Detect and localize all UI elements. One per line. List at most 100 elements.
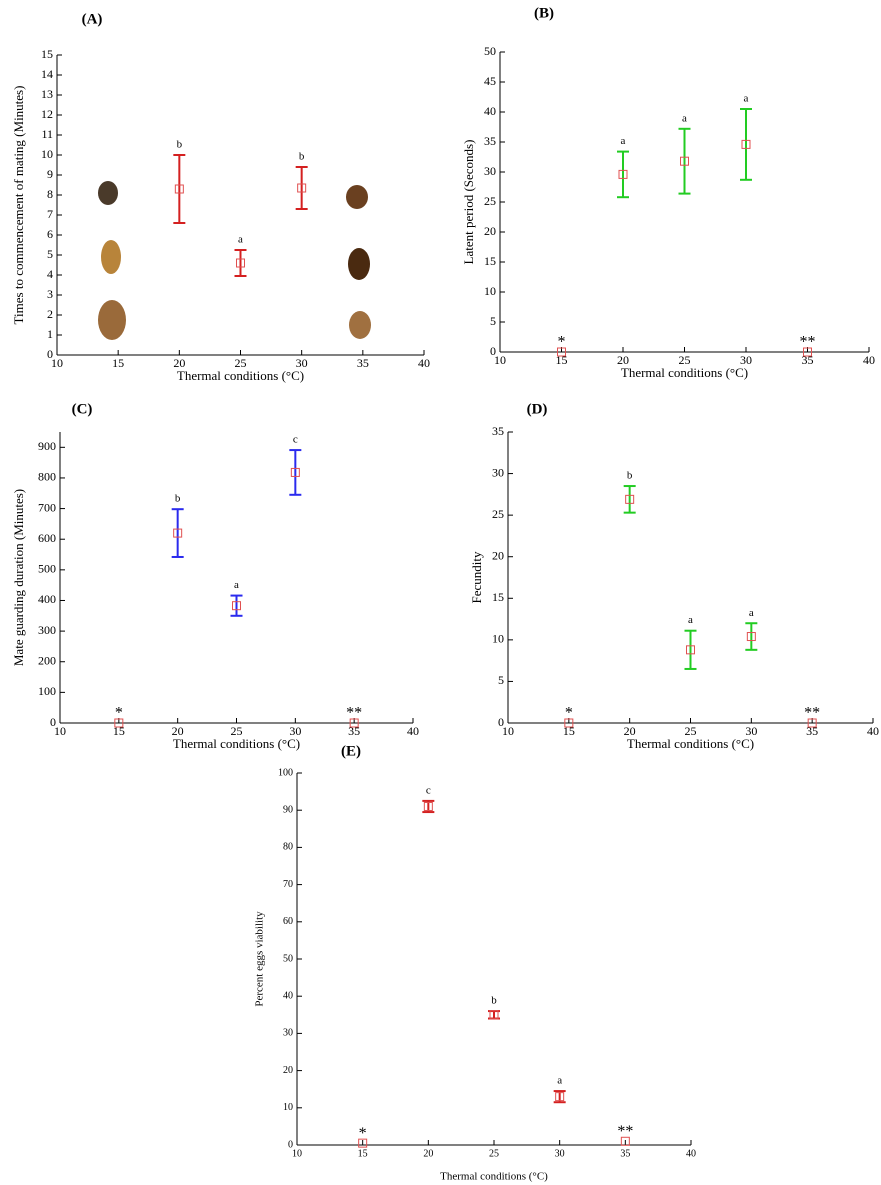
error-bar	[740, 108, 752, 181]
annotation: a	[238, 234, 243, 246]
annotation: a	[557, 1075, 562, 1087]
marker	[297, 183, 307, 193]
x-tick-label: 20	[617, 353, 629, 367]
marker	[358, 1138, 368, 1148]
error-bar	[173, 154, 186, 224]
y-axis-label: Latent period (Seconds)	[461, 140, 476, 265]
y-tick-label: 14	[41, 67, 53, 81]
y-tick-label: 0	[288, 1139, 293, 1150]
annotation: **	[804, 705, 820, 722]
x-tick-label: 40	[686, 1148, 696, 1159]
x-tick-label: 10	[494, 353, 506, 367]
annotation: a	[744, 93, 749, 105]
chart-title: (C)	[72, 401, 93, 417]
y-tick-label: 100	[38, 684, 56, 698]
marker	[489, 1010, 499, 1020]
x-tick-label: 15	[358, 1148, 368, 1159]
marker	[555, 1092, 565, 1102]
y-axis-label: Percent eggs viability	[254, 911, 266, 1007]
marker	[807, 718, 817, 728]
y-tick-label: 2	[47, 307, 53, 321]
y-tick-label: 9	[47, 167, 53, 181]
error-bar	[684, 629, 697, 670]
y-tick-label: 30	[492, 465, 504, 479]
y-tick-label: 400	[38, 592, 56, 606]
y-tick-label: 7	[47, 207, 53, 221]
annotation: c	[293, 434, 298, 446]
x-axis-label: Thermal conditions (°C)	[627, 736, 754, 751]
y-tick-label: 500	[38, 562, 56, 576]
x-tick-label: 35	[357, 356, 369, 370]
x-tick-label: 40	[418, 356, 430, 370]
annotation: *	[565, 705, 573, 722]
marker	[746, 632, 756, 642]
y-tick-label: 80	[283, 842, 293, 853]
y-tick-label: 60	[283, 916, 293, 927]
annotation: b	[627, 470, 633, 482]
y-tick-label: 10	[492, 632, 504, 646]
y-tick-label: 40	[484, 104, 496, 118]
marker	[618, 169, 628, 179]
y-tick-label: 10	[283, 1102, 293, 1113]
y-tick-label: 10	[41, 147, 53, 161]
error-bar	[623, 485, 636, 514]
x-tick-label: 20	[172, 724, 184, 738]
marker	[686, 645, 695, 655]
x-tick-label: 10	[54, 724, 66, 738]
annotation: a	[682, 112, 687, 124]
annotation: b	[491, 995, 497, 1007]
annotation: **	[800, 334, 816, 351]
y-tick-label: 50	[484, 44, 496, 58]
y-tick-label: 4	[47, 267, 53, 281]
annotation: *	[359, 1125, 367, 1142]
marker	[174, 184, 184, 194]
y-tick-label: 0	[50, 715, 56, 729]
marker	[423, 801, 433, 811]
x-tick-label: 10	[502, 724, 514, 738]
y-tick-label: 15	[492, 590, 504, 604]
x-tick-label: 30	[745, 724, 757, 738]
annotation: **	[617, 1123, 633, 1140]
y-tick-label: 20	[484, 224, 496, 238]
marker	[803, 347, 812, 357]
y-tick-label: 15	[484, 254, 496, 268]
marker	[232, 601, 241, 611]
x-tick-label: 40	[407, 724, 419, 738]
y-tick-label: 13	[41, 87, 53, 101]
y-tick-label: 15	[41, 47, 53, 61]
x-tick-label: 25	[679, 353, 691, 367]
x-tick-label: 40	[867, 724, 879, 738]
y-tick-label: 8	[47, 187, 53, 201]
error-bar	[289, 449, 302, 496]
x-tick-label: 10	[51, 356, 63, 370]
marker	[557, 347, 566, 357]
x-tick-label: 25	[231, 724, 243, 738]
marker	[625, 494, 635, 504]
marker	[564, 718, 574, 728]
annotation: *	[558, 334, 566, 351]
x-tick-label: 20	[173, 356, 185, 370]
x-tick-label: 25	[489, 1148, 499, 1159]
marker	[173, 528, 183, 538]
y-tick-label: 700	[38, 500, 56, 514]
y-tick-label: 40	[283, 990, 293, 1001]
x-axis-label: Thermal conditions (°C)	[177, 368, 304, 383]
annotation: b	[175, 493, 181, 505]
y-tick-label: 1	[47, 327, 53, 341]
annotation: b	[177, 139, 183, 151]
y-tick-label: 0	[490, 344, 496, 358]
marker	[349, 718, 359, 728]
y-tick-label: 25	[484, 194, 496, 208]
y-tick-label: 5	[498, 673, 504, 687]
y-tick-label: 50	[283, 953, 293, 964]
y-tick-label: 0	[498, 715, 504, 729]
x-tick-label: 30	[289, 724, 301, 738]
error-bar	[745, 622, 758, 651]
x-tick-label: 15	[112, 356, 124, 370]
y-tick-label: 900	[38, 439, 56, 453]
y-axis-label: Times to commencement of mating (Minutes…	[11, 86, 26, 325]
chart-title: (A)	[82, 11, 103, 27]
y-axis-label: Mate guarding duration (Minutes)	[11, 489, 26, 666]
y-tick-label: 5	[47, 247, 53, 261]
